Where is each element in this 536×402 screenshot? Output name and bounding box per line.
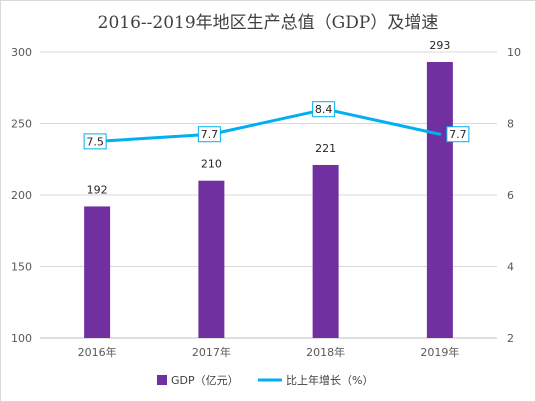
y-right-tick-label: 2 [507,332,514,345]
legend-swatch-gdp [157,375,167,385]
growth-label: 7.5 [86,135,104,148]
y-left-tick-label: 300 [11,46,32,59]
growth-label-box [197,126,221,143]
y-left-tick-label: 200 [11,189,32,202]
growth-label-box [446,126,470,143]
y-left-tick-label: 250 [11,118,32,131]
gdp-bar-label: 210 [201,158,222,171]
x-tick-label: 2016年 [78,345,117,359]
gdp-bar [198,180,225,338]
growth-line [95,107,442,143]
x-tick-label: 2018年 [306,345,345,359]
growth-label: 7.7 [201,128,219,141]
growth-label: 7.7 [449,128,467,141]
gdp-bar-label: 293 [429,39,450,52]
y-right-tick-label: 10 [507,46,521,59]
gdp-bar [426,62,453,338]
y-right-tick-label: 8 [507,118,514,131]
growth-label: 8.4 [315,103,333,116]
x-tick-label: 2019年 [420,345,459,359]
gdp-bar [312,164,339,338]
gdp-bar [84,206,111,338]
chart-title: 2016--2019年地区生产总值（GDP）及增速 [97,13,439,33]
growth-label-box [83,133,107,150]
y-right-tick-label: 6 [507,189,514,202]
gdp-bar-label: 192 [87,183,108,196]
y-left-tick-label: 150 [11,261,32,274]
y-right-tick-label: 4 [507,261,514,274]
gdp-bar-label: 221 [315,142,336,155]
growth-label-box [312,101,336,118]
legend-label-gdp: GDP（亿元） [171,374,239,387]
legend-label-growth: 比上年增长（%） [286,373,373,387]
y-left-tick-label: 100 [11,332,32,345]
x-tick-label: 2017年 [192,345,231,359]
